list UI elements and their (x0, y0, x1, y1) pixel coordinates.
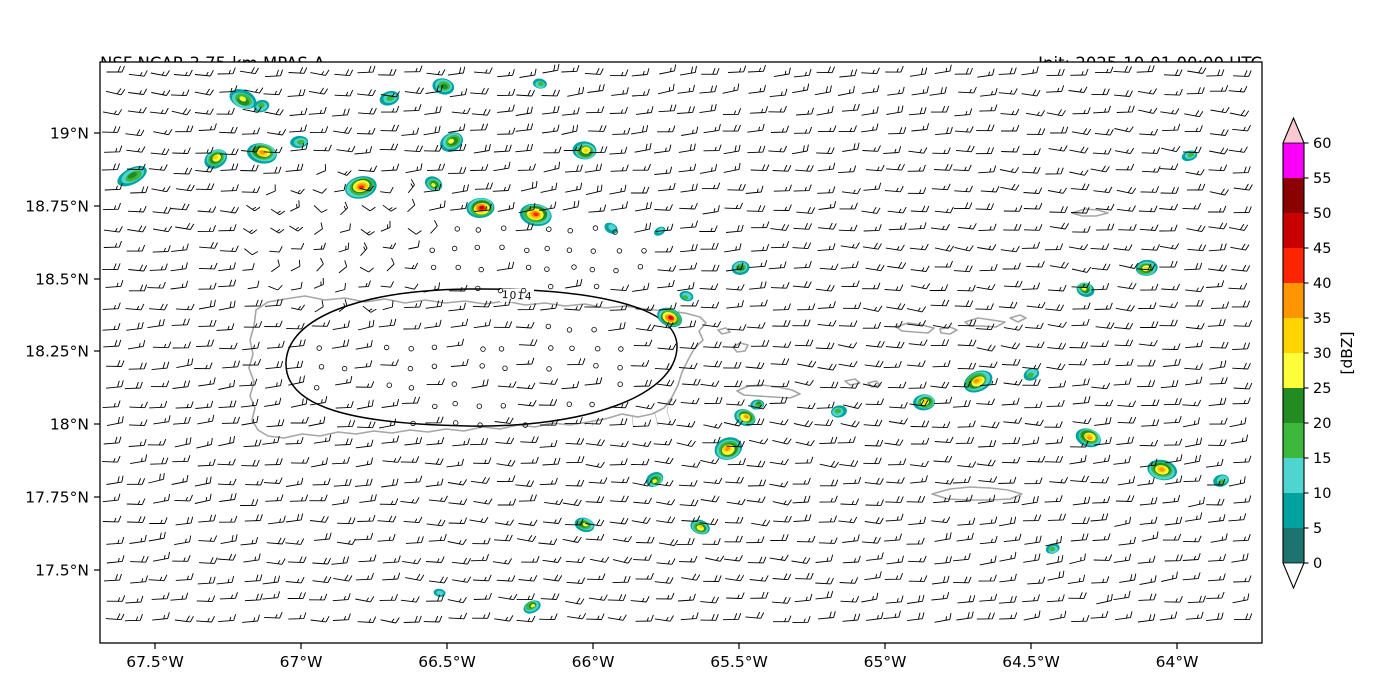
y-tick-label: 17.75°N (25, 489, 89, 507)
reflectivity-cell (690, 519, 710, 535)
reflectivity-cell (425, 176, 443, 192)
x-tick-label: 65°W (864, 653, 907, 671)
reflectivity-cell (679, 290, 694, 302)
reflectivity-cell (432, 78, 455, 95)
colorbar: 0 5 10 15 20 25 30 35 40 45 50 55 60 [dBZ] (1282, 116, 1356, 590)
x-tick-label: 64.5°W (1002, 653, 1060, 671)
colorbar-tick-label: 45 (1313, 241, 1331, 257)
y-tick-label: 19°N (50, 125, 89, 143)
colorbar-tick-label: 30 (1313, 346, 1331, 362)
x-tick-label: 67°W (280, 653, 323, 671)
x-tick-label: 64°W (1156, 653, 1199, 671)
reflectivity-cell (604, 222, 618, 234)
x-tick-label: 66.5°W (418, 653, 476, 671)
reflectivity-cell (433, 588, 446, 597)
coastline-cay_1 (717, 327, 731, 335)
coastline-puerto_rico (248, 295, 707, 439)
reflectivity-cell (734, 409, 756, 427)
reflectivity-cell (646, 472, 664, 488)
colorbar-axis-label: [dBZ] (1338, 331, 1356, 374)
reflectivity-cell (532, 78, 547, 89)
x-tick-label: 67.5°W (126, 653, 184, 671)
y-tick-label: 18.5°N (35, 271, 89, 289)
coastline-virgin_gorda (1009, 314, 1027, 323)
y-tick-label: 18°N (50, 416, 89, 434)
reflectivity-cell (1181, 150, 1198, 162)
reflectivity-cell (750, 399, 765, 410)
reflectivity-cell (1023, 368, 1040, 381)
colorbar-tick-label: 55 (1313, 171, 1331, 187)
reflectivity-cell (440, 132, 464, 152)
colorbar-tick-label: 10 (1313, 486, 1331, 502)
colorbar-tick-label: 25 (1313, 381, 1331, 397)
axes: 19°N 18.75°N 18.5°N 18.25°N 18°N 17.75°N 17.5°… (25, 61, 1263, 671)
y-tick-label: 18.25°N (25, 343, 89, 361)
reflectivity-cell (117, 165, 147, 187)
reflectivity-cell (523, 600, 541, 614)
coastline-st_croix (931, 486, 1023, 501)
x-tick-label: 66°W (572, 653, 615, 671)
y-tick-label: 17.5°N (35, 562, 89, 580)
reflectivity-cell (657, 307, 683, 328)
coastline-cay_2 (844, 378, 861, 386)
colorbar-tick-label: 60 (1313, 136, 1331, 152)
colorbar-tick-label: 0 (1313, 556, 1322, 572)
reflectivity-cell (229, 89, 257, 109)
wind-barbs-layer (101, 63, 1253, 624)
reflectivity-cell (1045, 543, 1060, 554)
pressure-contour-label: 1014 (501, 289, 532, 303)
colorbar-tick-label: 35 (1313, 311, 1331, 327)
y-tick-label: 18.75°N (25, 198, 89, 216)
colorbar-tick-label: 20 (1313, 416, 1331, 432)
colorbar-tick-label: 40 (1313, 276, 1331, 292)
reflectivity-cell (345, 176, 377, 199)
coastline-anegada (1071, 208, 1109, 217)
reflectivity-cell (831, 405, 847, 418)
x-tick-label: 65.5°W (710, 653, 768, 671)
colorbar-tick-label: 50 (1313, 206, 1331, 222)
coastline-culebra (732, 342, 749, 353)
reflectivity-cell (253, 99, 270, 113)
colorbar-tick-label: 15 (1313, 451, 1331, 467)
colorbar-tick-label: 5 (1313, 521, 1322, 537)
reflectivity-cell (1075, 428, 1101, 448)
coastline-st_thomas (895, 322, 935, 334)
